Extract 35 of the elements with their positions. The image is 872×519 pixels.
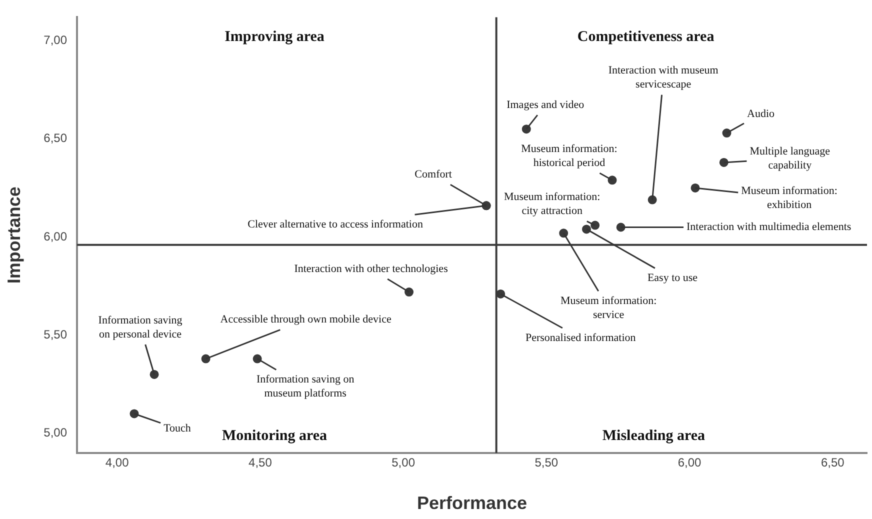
annotation: Museum information: exhibition [741, 184, 838, 211]
annotation: Information saving on museum platforms [256, 374, 355, 400]
annotation: Museum information: city attraction [504, 191, 600, 218]
annotation: Interaction with museum servicescape [608, 64, 719, 91]
annotation: Monitoring area [222, 428, 328, 444]
annotation: Audio [746, 108, 775, 120]
annotation: Competitiveness area [577, 29, 715, 46]
annotation: Accessible through own mobile device [220, 314, 392, 326]
y-axis-title: Importance [4, 186, 24, 284]
y-tick-label: 6,50 [44, 131, 68, 146]
annotation: Interaction with other technologies [294, 262, 448, 275]
annotation: Information saving on personal device [98, 314, 183, 340]
x-tick-label: 5,50 [534, 456, 558, 470]
x-tick-label: 4,00 [105, 456, 130, 470]
annotation: Touch [164, 422, 192, 435]
annotation: Personalised information [525, 332, 636, 344]
annotation: Misleading area [602, 428, 706, 444]
y-tick-label: 6,00 [44, 229, 68, 244]
annotation: Museum information: historical period [521, 143, 618, 170]
x-tick-label: 6,00 [678, 456, 702, 470]
annotation: Multiple language capability [750, 145, 830, 172]
annotation: Interaction with multimedia elements [686, 221, 852, 234]
annotation: Images and video [506, 98, 585, 111]
y-tick-label: 5,50 [44, 328, 68, 342]
annotation: Improving area [224, 29, 325, 46]
annotation: Museum information: service [560, 295, 657, 322]
y-tick-label: 5,00 [44, 426, 68, 440]
annotation: Easy to use [647, 272, 698, 284]
x-tick-label: 5,00 [392, 456, 416, 470]
annotation: Clever alternative to access information [248, 218, 424, 231]
x-tick-label: 6,50 [820, 456, 845, 470]
x-tick-label: 4,50 [248, 456, 272, 470]
annotation: Comfort [414, 168, 452, 181]
x-axis-title: Performance [416, 493, 528, 514]
y-tick-label: 7,00 [44, 33, 68, 48]
